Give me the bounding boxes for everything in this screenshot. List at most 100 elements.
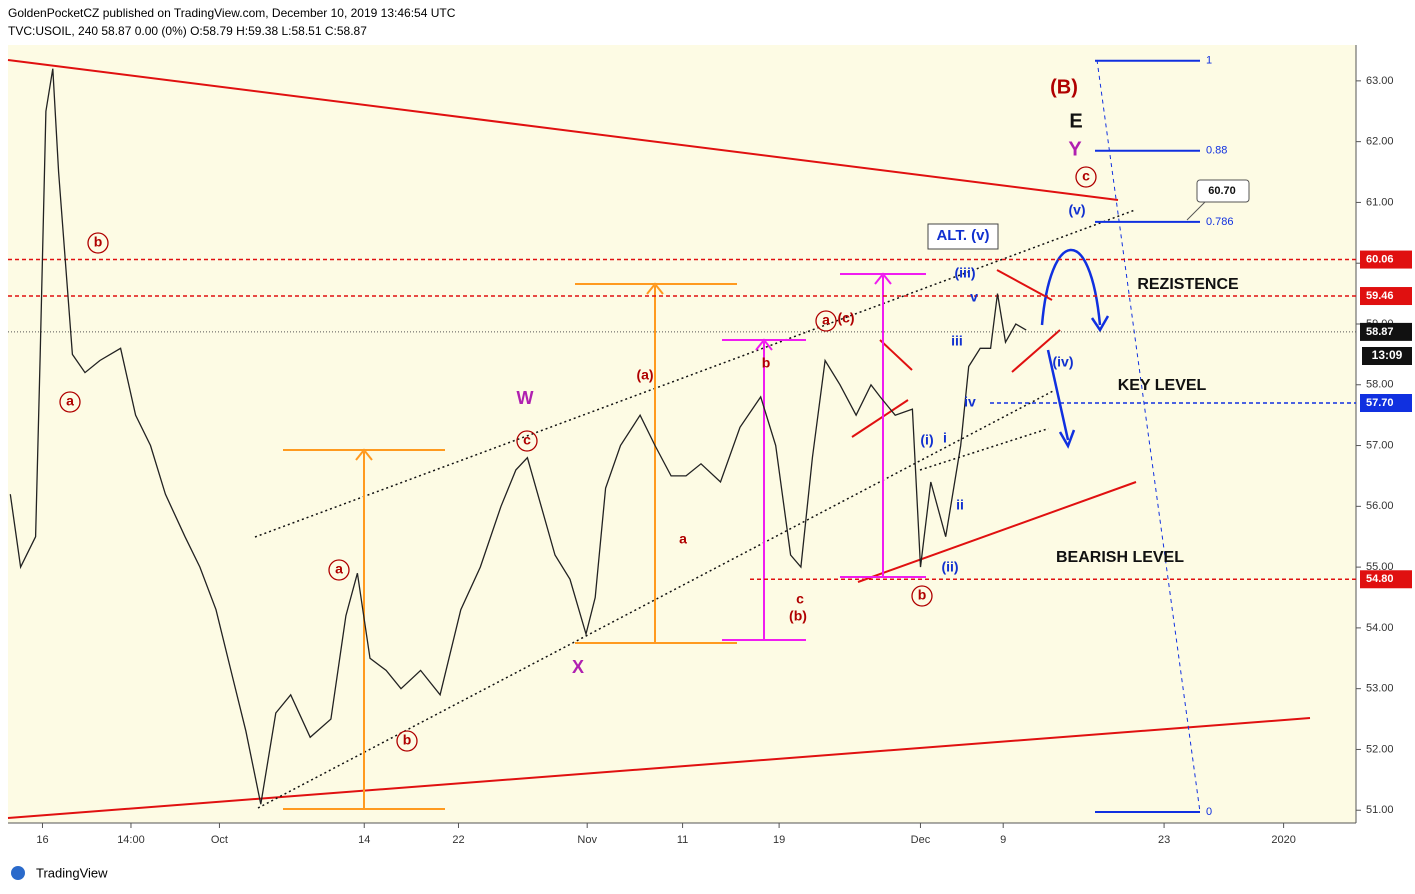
annotation: (iii) bbox=[955, 265, 976, 281]
annotation: c bbox=[1082, 168, 1090, 184]
wave-circle bbox=[396, 730, 418, 752]
level-label-box bbox=[1360, 287, 1412, 306]
x-tick-label: 22 bbox=[452, 834, 464, 846]
wave-circle bbox=[1075, 166, 1097, 188]
annotation: a bbox=[66, 393, 74, 409]
annotation: iv bbox=[964, 394, 976, 410]
y-tick-label: 56.00 bbox=[1366, 500, 1394, 512]
annotation: b bbox=[403, 732, 412, 748]
y-tick-label: 57.00 bbox=[1366, 439, 1394, 451]
countdown-box bbox=[1362, 347, 1412, 365]
level-label-box bbox=[1360, 570, 1412, 589]
trend-line bbox=[7, 717, 1311, 819]
fib-label: 0.786 bbox=[1206, 216, 1234, 228]
annotation: c bbox=[796, 591, 804, 607]
y-tick-label: 58.00 bbox=[1366, 379, 1394, 391]
wave-circle bbox=[516, 430, 538, 452]
annotation: (iv) bbox=[1053, 354, 1074, 370]
annotation: v bbox=[970, 289, 978, 305]
triangle-line bbox=[879, 339, 913, 371]
annotation: a bbox=[335, 561, 343, 577]
fib-label: 0.88 bbox=[1206, 145, 1227, 157]
triangle-line bbox=[851, 399, 909, 438]
annotation: (B) bbox=[1050, 76, 1078, 98]
x-tick-label: 19 bbox=[773, 834, 785, 846]
level-label: 60.06 bbox=[1366, 253, 1394, 265]
annotation: 60.70 bbox=[1208, 185, 1236, 197]
annotation: a bbox=[822, 312, 830, 328]
header: GoldenPocketCZ published on TradingView.… bbox=[8, 6, 456, 20]
annotation: b bbox=[94, 234, 103, 250]
x-tick-label: Oct bbox=[211, 834, 228, 846]
trend-line bbox=[857, 481, 1137, 583]
annotation: iii bbox=[951, 333, 963, 349]
triangle-line bbox=[1011, 329, 1061, 373]
annotation: W bbox=[517, 388, 534, 408]
level-label: 54.80 bbox=[1366, 573, 1394, 585]
plot-area bbox=[8, 45, 1356, 823]
level-label-box bbox=[1360, 394, 1412, 413]
triangle-line bbox=[996, 269, 1053, 301]
symbol-line: TVC:USOIL, 240 58.87 0.00 (0%) O:58.79 H… bbox=[8, 24, 367, 38]
footer: TradingView bbox=[36, 865, 108, 880]
annotation: (a) bbox=[636, 367, 653, 383]
measure-orange bbox=[283, 282, 737, 810]
level-label-box bbox=[1360, 250, 1412, 269]
annotation: a bbox=[679, 531, 687, 547]
annotation: b bbox=[918, 587, 927, 603]
wave-circle bbox=[59, 391, 81, 413]
y-tick-label: 55.00 bbox=[1366, 561, 1394, 573]
y-tick-label: 61.00 bbox=[1366, 196, 1394, 208]
annotation: BEARISH LEVEL bbox=[1056, 549, 1184, 566]
x-tick-label: Nov bbox=[577, 834, 597, 846]
annotation: (b) bbox=[789, 608, 807, 624]
forecast-arrows bbox=[1040, 248, 1110, 449]
x-tick-label: 23 bbox=[1158, 834, 1170, 846]
logo bbox=[11, 866, 25, 880]
fib-diagonal bbox=[1096, 59, 1201, 813]
wave-circle bbox=[328, 559, 350, 581]
annotation: Y bbox=[1068, 138, 1082, 160]
y-tick-label: 54.00 bbox=[1366, 622, 1394, 634]
fib-label: 0 bbox=[1206, 806, 1212, 818]
annotation: X bbox=[572, 657, 584, 677]
annotation: i bbox=[943, 430, 947, 446]
channel-line bbox=[254, 209, 1136, 538]
x-tick-label: 14 bbox=[358, 834, 370, 846]
last-price-label: 58.87 bbox=[1366, 326, 1394, 338]
annotation: KEY LEVEL bbox=[1118, 377, 1207, 394]
y-tick-label: 53.00 bbox=[1366, 683, 1394, 695]
annotation: (ii) bbox=[941, 559, 958, 575]
wave-circle bbox=[815, 310, 837, 332]
annotation: E bbox=[1069, 110, 1082, 132]
level-label: 57.70 bbox=[1366, 397, 1394, 409]
fib-label: 1 bbox=[1206, 55, 1212, 67]
last-price-box bbox=[1360, 322, 1412, 341]
alt-box bbox=[927, 223, 999, 250]
annotation: c bbox=[523, 432, 531, 448]
annotation: (c) bbox=[837, 310, 854, 326]
wave-circle bbox=[911, 585, 933, 607]
countdown: 13:09 bbox=[1372, 348, 1403, 362]
x-tick-label: 2020 bbox=[1271, 834, 1295, 846]
annotation: ALT. (v) bbox=[936, 227, 989, 244]
y-tick-label: 62.00 bbox=[1366, 136, 1394, 148]
y-tick-label: 52.00 bbox=[1366, 743, 1394, 755]
annotation: REZISTENCE bbox=[1137, 276, 1239, 293]
x-tick-label: Dec bbox=[911, 834, 931, 846]
annotation: ii bbox=[956, 497, 964, 513]
y-tick-label: 51.00 bbox=[1366, 804, 1394, 816]
callout-box bbox=[1196, 179, 1250, 203]
price-line bbox=[9, 68, 1027, 805]
y-tick-label: 63.00 bbox=[1366, 75, 1394, 87]
annotation: (i) bbox=[920, 432, 933, 448]
x-tick-label: 9 bbox=[1000, 834, 1006, 846]
x-tick-label: 16 bbox=[36, 834, 48, 846]
x-tick-label: 11 bbox=[677, 834, 688, 846]
annotation: (v) bbox=[1068, 202, 1085, 218]
wave-circle bbox=[87, 232, 109, 254]
level-label: 59.46 bbox=[1366, 290, 1394, 302]
annotation: b bbox=[762, 355, 771, 371]
trend-line bbox=[7, 59, 1119, 201]
